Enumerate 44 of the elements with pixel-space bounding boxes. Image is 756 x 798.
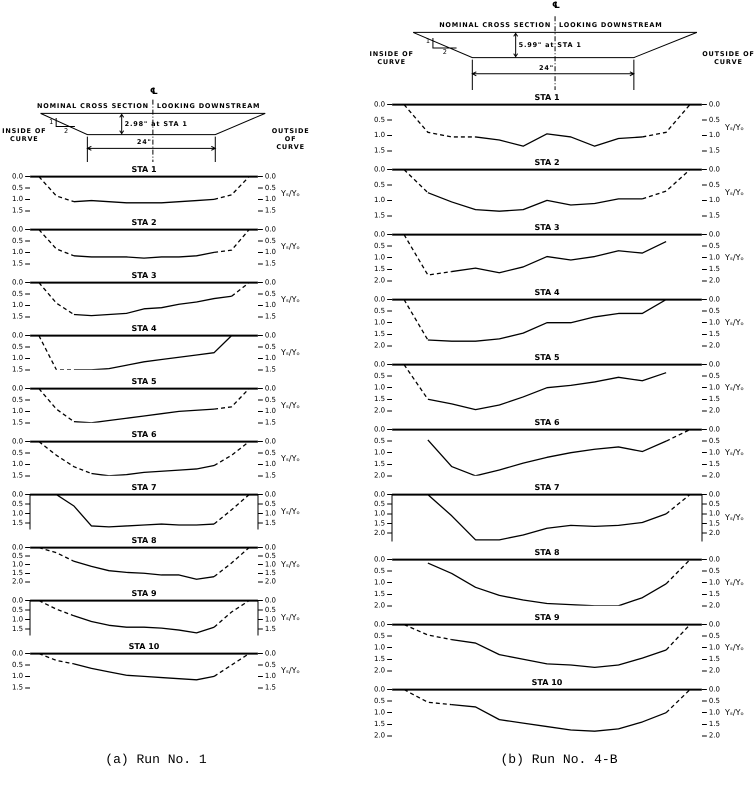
text: (b) Run No. 4-B <box>499 752 619 767</box>
y2-axis-title: Yₛ/Yₒ <box>280 400 300 410</box>
chart-title: STA 9 <box>534 612 560 622</box>
y2-axis-title: Yₛ/Yₒ <box>724 448 744 457</box>
chart-title: STA 9 <box>131 588 158 598</box>
y2-axis-title: Yₛ/Yₒ <box>280 506 300 516</box>
y2-axis-title: Yₛ/Yₒ <box>280 188 300 198</box>
chart-title: STA 8 <box>534 548 560 557</box>
text: (a) Run No. 1 <box>104 752 208 767</box>
y2-axis-title: Yₛ/Yₒ <box>724 122 744 132</box>
chart-title: STA 5 <box>534 352 560 362</box>
y2-axis-title: Yₛ/Yₒ <box>724 578 744 587</box>
y2-axis-title: Yₛ/Yₒ <box>724 252 744 262</box>
y2-axis-title: Yₛ/Yₒ <box>724 318 744 327</box>
chart-title: STA 2 <box>534 158 560 167</box>
y2-axis-title: Yₛ/Yₒ <box>280 454 300 463</box>
chart-title: STA 10 <box>532 678 563 687</box>
y2-axis-title: Yₛ/Yₒ <box>280 560 300 569</box>
y2-axis-title: Yₛ/Yₒ <box>280 612 300 622</box>
y2-axis-title: Yₛ/Yₒ <box>280 242 300 251</box>
text: ℄ <box>552 0 561 11</box>
chart-title: STA 7 <box>131 482 157 492</box>
chart-title: STA 1 <box>534 92 560 102</box>
chart-title: STA 6 <box>131 430 158 439</box>
y2-axis-title: Yₛ/Yₒ <box>724 512 744 522</box>
chart-title: STA 10 <box>128 642 160 651</box>
chart-title: STA 3 <box>131 270 157 280</box>
y2-axis-title: Yₛ/Yₒ <box>724 642 744 652</box>
y2-axis-title: Yₛ/Yₒ <box>724 382 744 392</box>
chart-title: STA 7 <box>534 482 560 492</box>
chart-title: STA 8 <box>131 536 158 545</box>
text: ℄ <box>150 86 159 97</box>
chart-title: STA 4 <box>131 324 158 333</box>
chart-title: STA 6 <box>534 418 560 427</box>
chart-title: STA 1 <box>131 164 158 174</box>
y2-axis-title: Yₛ/Yₒ <box>724 188 744 197</box>
chart-title: STA 4 <box>534 288 560 297</box>
chart-title: STA 2 <box>131 218 157 227</box>
y2-axis-title: Yₛ/Yₒ <box>280 666 300 675</box>
y2-axis-title: Yₛ/Yₒ <box>724 708 744 717</box>
y2-axis-title: Yₛ/Yₒ <box>280 294 300 304</box>
y2-axis-title: Yₛ/Yₒ <box>280 348 300 357</box>
chart-title: STA 5 <box>131 376 158 386</box>
chart-title: STA 3 <box>534 222 560 232</box>
